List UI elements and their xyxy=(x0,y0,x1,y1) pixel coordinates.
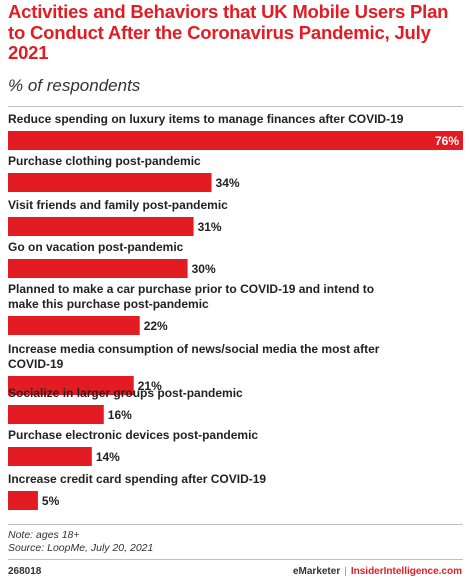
bar-chart: Reduce spending on luxury items to manag… xyxy=(8,112,463,510)
chart-title: Activities and Behaviors that UK Mobile … xyxy=(8,1,449,63)
value-label: 34% xyxy=(216,176,240,190)
bar xyxy=(8,376,134,395)
top-divider xyxy=(8,106,463,107)
bar xyxy=(8,316,140,335)
bar xyxy=(8,173,212,192)
value-label: 14% xyxy=(96,450,120,464)
category-label: Reduce spending on luxury items to manag… xyxy=(8,112,404,126)
chart-id: 268018 xyxy=(8,566,42,577)
chart-note: Note: ages 18+ xyxy=(8,529,80,541)
value-label: 21% xyxy=(138,379,162,393)
value-label: 76% xyxy=(435,134,459,148)
bottom-divider xyxy=(8,524,463,525)
brand-insider-intelligence: InsiderIntelligence.com xyxy=(350,566,462,577)
value-label: 31% xyxy=(198,220,222,234)
category-label: Purchase electronic devices post-pandemi… xyxy=(8,428,258,442)
bar xyxy=(8,405,104,424)
category-label: Planned to make a car purchase prior to … xyxy=(8,282,374,311)
bar xyxy=(8,491,38,510)
value-label: 16% xyxy=(108,408,132,422)
value-label: 22% xyxy=(144,319,168,333)
category-label: Purchase clothing post-pandemic xyxy=(8,154,201,168)
footer-divider xyxy=(8,559,463,560)
bar xyxy=(8,217,194,236)
brand-emarketer: eMarketer xyxy=(292,566,341,577)
bar xyxy=(8,447,92,466)
chart-subtitle: % of respondents xyxy=(8,76,141,95)
value-label: 30% xyxy=(192,262,216,276)
brand-separator: | xyxy=(344,566,347,577)
category-label: Visit friends and family post-pandemic xyxy=(8,198,228,212)
bar xyxy=(8,259,188,278)
category-label: Socialize in larger groups post-pandemic xyxy=(8,386,243,400)
bar xyxy=(8,131,463,150)
chart-source: Source: LoopMe, July 20, 2021 xyxy=(8,542,154,554)
brand-credit: eMarketer | InsiderIntelligence.com xyxy=(293,566,462,577)
category-label: Go on vacation post-pandemic xyxy=(8,240,184,254)
value-label: 5% xyxy=(42,494,60,508)
category-label: Increase credit card spending after COVI… xyxy=(8,472,266,486)
category-label: Increase media consumption of news/socia… xyxy=(8,342,380,371)
